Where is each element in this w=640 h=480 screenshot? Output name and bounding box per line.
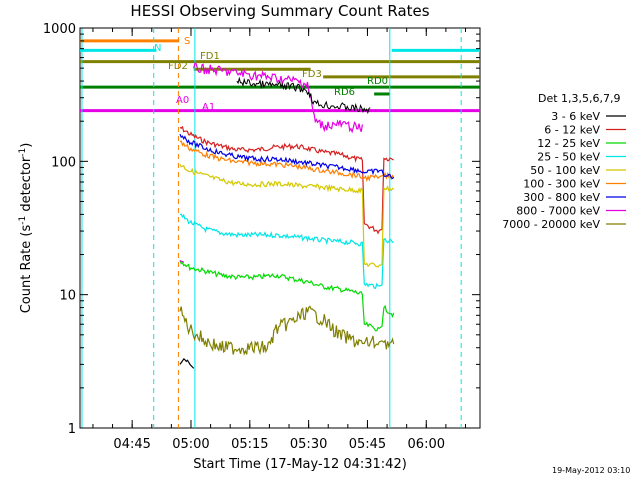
x-tick-label: 05:45 [349, 437, 386, 452]
marker-label-a1: A1 [202, 102, 215, 113]
time-lines [81, 28, 462, 428]
axis-ticks: 1 10 100 1000 04:45 05:00 05:15 05:30 05:45 06:00 [43, 22, 480, 452]
series-7000-20000-kev [179, 305, 395, 356]
series-50-100-kev [179, 164, 395, 268]
legend-label-7000-20000-kev: 7000 - 20000 keV [502, 218, 600, 231]
series-layer [179, 62, 395, 369]
marker-label-rd6: RD6 [334, 87, 355, 98]
marker-label-rd0: RD0 [367, 76, 388, 87]
legend-title: Det 1,3,5,6,7,9 [538, 92, 621, 105]
y-tick-label: 10 [59, 289, 76, 304]
plot-area: 1 10 100 1000 04:45 05:00 05:15 05:30 05:45 06:00 [43, 22, 481, 452]
y-tick-label: 1 [68, 422, 76, 437]
legend-label-300-800-kev: 300 - 800 keV [523, 191, 600, 204]
series-high-rate-black [236, 76, 371, 115]
marker-label-s: S [184, 36, 190, 47]
legend-label-800-7000-kev: 800 - 7000 keV [516, 205, 600, 218]
series-high-rate-magenta [193, 62, 363, 134]
x-tick-label: 04:45 [113, 437, 150, 452]
series-12-25-kev [179, 260, 395, 332]
series-100-300-kev [179, 140, 395, 183]
y-axis-label-sup1: -1 [18, 216, 28, 225]
legend-label-50-100-kev: 50 - 100 keV [530, 164, 600, 177]
timestamp: 19-May-2012 03:10 [552, 466, 630, 475]
marker-label-fd2: FD2 [168, 61, 188, 72]
y-axis-label-mid: detector [19, 156, 34, 216]
y-tick-label: 1000 [43, 22, 76, 37]
legend-label-100-300-kev: 100 - 300 keV [523, 178, 600, 191]
marker-label-fd3: FD3 [302, 69, 322, 80]
x-tick-label: 05:30 [290, 437, 327, 452]
marker-label-fd1: FD1 [200, 51, 220, 62]
y-axis-label: Count Rate (s-1 detector-1) [18, 143, 34, 314]
series-3-6-kev [179, 358, 195, 369]
y-axis-label-end: ) [19, 143, 34, 148]
y-tick-label: 100 [51, 155, 76, 170]
x-tick-label: 06:00 [408, 437, 445, 452]
marker-label-a0: A0 [176, 95, 189, 106]
legend-label-12-25-kev: 12 - 25 keV [537, 137, 600, 150]
x-tick-label: 05:00 [172, 437, 209, 452]
legend-label-3-6-kev: 3 - 6 keV [551, 110, 600, 123]
series-300-800-kev [179, 133, 395, 180]
legend-label-6-12-kev: 6 - 12 keV [544, 124, 600, 137]
chart-title: HESSI Observing Summary Count Rates [130, 2, 429, 20]
legend-label-25-50-kev: 25 - 50 keV [537, 151, 600, 164]
state-bars [80, 39, 480, 113]
series-800-7000-kev [179, 260, 185, 263]
series-6-12-kev [179, 125, 394, 235]
series-25-50-kev [180, 213, 394, 290]
marker-label-n: N [154, 43, 161, 54]
x-axis-label: Start Time (17-May-12 04:31:42) [193, 457, 407, 472]
plot-frame [79, 27, 481, 429]
y-axis-label-main: Count Rate (s [19, 225, 34, 314]
y-axis-label-sup2: -1 [18, 148, 28, 157]
x-tick-label: 05:15 [231, 437, 268, 452]
